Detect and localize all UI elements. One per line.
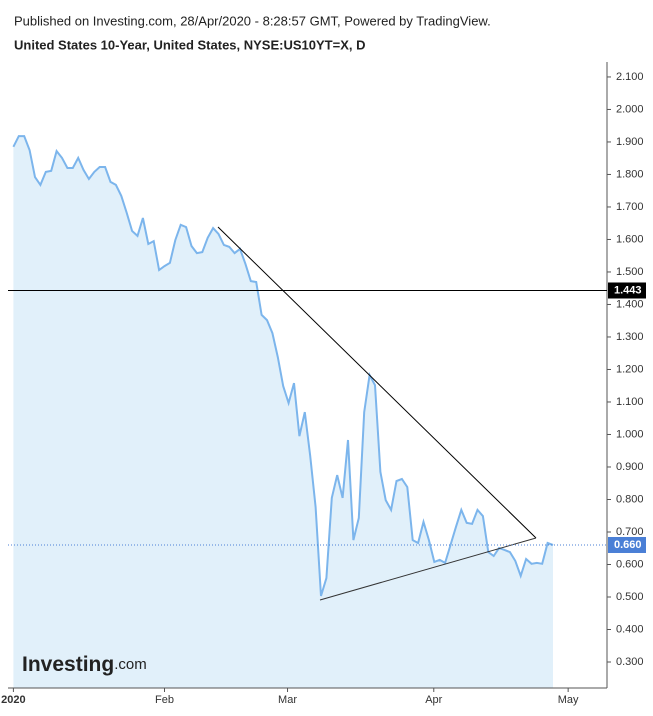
x-tick-label: Feb [155,694,174,706]
y-tick-label: 0.800 [616,493,644,505]
y-tick-label: 0.700 [616,526,644,538]
x-tick-label: Mar [278,694,297,706]
x-tick-label: 2020 [1,694,25,706]
x-tick-label: Apr [425,694,442,706]
y-tick-label: 1.100 [616,396,644,408]
y-tick-label: 0.300 [616,656,644,668]
published-note: Published on Investing.com, 28/Apr/2020 … [14,13,491,28]
price-label: 0.660 [614,539,642,551]
y-tick-label: 1.400 [616,298,644,310]
chart-title: United States 10-Year, United States, NY… [14,37,365,52]
y-tick-label: 1.300 [616,331,644,343]
y-tick-label: 1.800 [616,168,644,180]
trend-line [319,537,537,601]
logo-brand: Investing [22,653,114,676]
area [13,136,553,689]
level-label: 1.443 [614,284,642,296]
y-tick-label: 0.900 [616,461,644,473]
y-tick-label: 1.600 [616,233,644,245]
price-label-box [608,536,646,553]
y-tick-label: 2.000 [616,103,644,115]
y-tick-label: 1.700 [616,201,644,213]
level-label-box [608,282,646,299]
y-tick-label: 0.400 [616,623,644,635]
y-tick-label: 2.100 [616,71,644,83]
y-tick-label: 0.500 [616,591,644,603]
y-tick-label: 1.900 [616,136,644,148]
x-tick-label: May [558,694,579,706]
y-tick-label: 1.000 [616,428,644,440]
y-tick-label: 1.200 [616,363,644,375]
line [12,135,554,597]
logo-suffix: .com [114,656,147,673]
y-tick-label: 0.600 [616,558,644,570]
plot [12,135,554,689]
logo: Investing.com [22,653,147,676]
trend-line [217,226,537,539]
y-tick-label: 1.500 [616,266,644,278]
